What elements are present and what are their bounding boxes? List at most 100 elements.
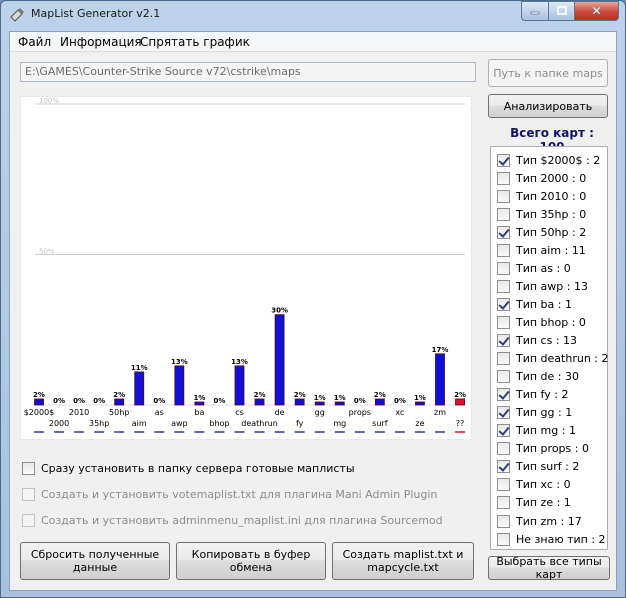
map-type-checkbox[interactable] — [497, 153, 510, 167]
bar-value-label: 1% — [334, 394, 346, 402]
map-type-checkbox[interactable] — [497, 171, 510, 185]
option-checkbox[interactable] — [22, 487, 35, 501]
map-type-item[interactable]: Тип awp : 13 — [497, 277, 588, 295]
bar-value-label: 2% — [374, 391, 386, 399]
map-type-label: Тип bhop : 0 — [516, 315, 586, 329]
map-type-item[interactable]: Тип 2010 : 0 — [497, 187, 586, 205]
map-type-checkbox[interactable] — [497, 189, 510, 203]
option-label: Создать и установить votemaplist.txt для… — [41, 487, 438, 501]
map-type-label: Тип xc : 0 — [516, 478, 571, 492]
map-type-label: Тип awp : 13 — [516, 279, 588, 293]
bar-value-label: 0% — [93, 397, 105, 405]
map-type-label: Тип props : 0 — [516, 442, 589, 456]
select-all-types-button[interactable]: Выбрать все типы карт — [488, 555, 610, 581]
map-type-checkbox[interactable] — [497, 442, 510, 456]
map-type-item[interactable]: Тип props : 0 — [497, 440, 589, 458]
map-type-checkbox[interactable] — [497, 315, 510, 329]
category-label: gg — [315, 408, 325, 417]
map-type-checkbox[interactable] — [497, 225, 510, 239]
category-label: xc — [395, 408, 404, 417]
menu-hide-chart[interactable]: Спрятать график — [140, 35, 250, 49]
map-type-checkbox[interactable] — [497, 532, 510, 546]
bar-value-label: 0% — [153, 397, 165, 405]
minimize-button[interactable] — [521, 1, 548, 21]
map-type-checkbox[interactable] — [497, 352, 510, 366]
category-label: bhop — [209, 419, 229, 428]
bar-value-label: 2% — [254, 391, 266, 399]
option-row[interactable]: Создать и установить adminmenu_maplist.i… — [22, 512, 443, 528]
map-type-item[interactable]: Не знаю тип : 2 — [497, 530, 606, 548]
map-type-item[interactable]: Тип aim : 11 — [497, 241, 586, 259]
map-type-item[interactable]: Тип 2000 : 0 — [497, 169, 586, 187]
map-type-checkbox[interactable] — [497, 514, 510, 528]
map-type-checkbox[interactable] — [497, 207, 510, 221]
chart-bar — [334, 401, 345, 406]
chart-bar — [254, 398, 265, 406]
browse-maps-button[interactable]: Путь к папке maps — [488, 59, 608, 87]
close-icon: ✕ — [591, 4, 602, 18]
map-type-checkbox[interactable] — [497, 388, 510, 402]
option-checkbox[interactable] — [22, 513, 35, 527]
menu-info[interactable]: Информация — [60, 35, 142, 49]
bar-value-label: 2% — [113, 391, 125, 399]
option-row[interactable]: Сразу установить в папку сервера готовые… — [22, 460, 355, 476]
map-type-label: Тип deathrun : 2 — [516, 352, 609, 366]
bar-value-label: 0% — [354, 397, 366, 405]
map-type-checkbox[interactable] — [497, 297, 510, 311]
map-type-checkbox[interactable] — [497, 261, 510, 275]
maps-path-field[interactable]: E:\GAMES\Counter-Strike Source v72\cstri… — [20, 62, 476, 82]
map-type-item[interactable]: Тип cs : 13 — [497, 332, 577, 350]
category-label: as — [155, 408, 164, 417]
map-type-label: Тип surf : 2 — [516, 460, 580, 474]
bar-value-label: 13% — [231, 358, 248, 366]
chart-bar — [294, 398, 305, 406]
title-bar[interactable]: MapList Generator v2.1 ✕ — [1, 1, 625, 29]
map-type-checkbox[interactable] — [497, 243, 510, 257]
maps-chart: 100% 50% 2% $2000$ 0% 2000 0% 2010 0% 35hp 2% 50hp 1… — [20, 96, 472, 440]
map-type-item[interactable]: Тип ze : 1 — [497, 494, 571, 512]
map-type-item[interactable]: Тип fy : 2 — [497, 386, 568, 404]
menu-file[interactable]: Файл — [18, 35, 52, 49]
map-type-checkbox[interactable] — [497, 496, 510, 510]
option-checkbox[interactable] — [22, 461, 35, 475]
map-type-label: Тип mg : 1 — [516, 424, 576, 438]
maximize-button[interactable] — [548, 1, 574, 21]
option-row[interactable]: Создать и установить votemaplist.txt для… — [22, 486, 437, 502]
category-label: ba — [194, 408, 204, 417]
map-type-checkbox[interactable] — [497, 460, 510, 474]
map-type-item[interactable]: Тип deathrun : 2 — [497, 350, 609, 368]
map-types-list: Тип $2000$ : 2 Тип 2000 : 0 Тип 2010 : 0 Ти… — [490, 146, 609, 550]
map-type-item[interactable]: Тип bhop : 0 — [497, 313, 586, 331]
map-type-label: Тип gg : 1 — [516, 406, 573, 420]
map-type-checkbox[interactable] — [497, 478, 510, 492]
map-type-item[interactable]: Тип gg : 1 — [497, 404, 572, 422]
copy-clipboard-button[interactable]: Копировать в буфер обмена — [176, 542, 326, 580]
chart-bar — [415, 401, 425, 406]
map-type-checkbox[interactable] — [497, 406, 510, 420]
map-type-item[interactable]: Тип $2000$ : 2 — [497, 151, 600, 169]
map-type-item[interactable]: Тип de : 30 — [497, 368, 579, 386]
close-button[interactable]: ✕ — [574, 1, 619, 21]
analyze-button[interactable]: Анализировать — [488, 94, 608, 118]
map-type-item[interactable]: Тип ba : 1 — [497, 295, 572, 313]
bar-value-label: 17% — [432, 346, 449, 354]
bar-value-label: 2% — [294, 391, 306, 399]
map-type-item[interactable]: Тип mg : 1 — [497, 422, 576, 440]
map-type-item[interactable]: Тип as : 0 — [497, 259, 571, 277]
map-type-checkbox[interactable] — [497, 279, 510, 293]
map-type-checkbox[interactable] — [497, 424, 510, 438]
map-type-item[interactable]: Тип 35hp : 0 — [497, 205, 586, 223]
map-type-item[interactable]: Тип 50hp : 2 — [497, 223, 586, 241]
map-type-checkbox[interactable] — [497, 370, 510, 384]
create-maplist-button[interactable]: Создать maplist.txt и mapcycle.txt — [332, 542, 474, 580]
app-icon — [10, 8, 24, 22]
chart-bar — [374, 398, 385, 406]
map-type-checkbox[interactable] — [497, 334, 510, 347]
bar-value-label: 0% — [214, 397, 226, 405]
reset-data-button[interactable]: Сбросить полученные данные — [20, 542, 170, 580]
bar-value-label: 0% — [394, 397, 406, 405]
map-type-item[interactable]: Тип surf : 2 — [497, 458, 579, 476]
map-type-item[interactable]: Тип xc : 0 — [497, 476, 571, 494]
map-type-item[interactable]: Тип zm : 17 — [497, 512, 582, 530]
bar-value-label: 30% — [271, 307, 288, 315]
